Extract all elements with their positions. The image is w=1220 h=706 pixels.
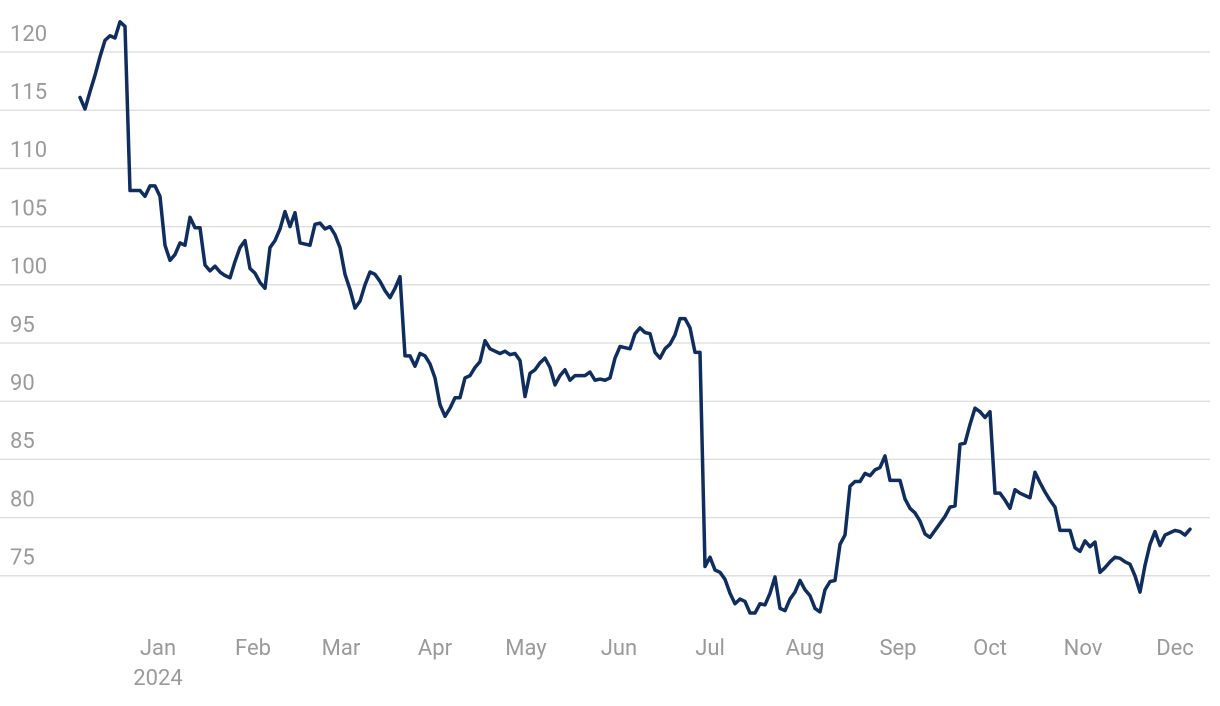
x-tick-label: Nov	[1064, 636, 1103, 661]
y-tick-label: 80	[10, 487, 35, 512]
x-tick-label: Jan	[140, 636, 176, 661]
x-tick-label: Oct	[973, 636, 1007, 661]
x-tick-label: Feb	[235, 636, 271, 661]
y-tick-label: 90	[10, 371, 35, 396]
price-line	[78, 20, 1192, 615]
x-tick-label: May	[505, 636, 547, 661]
x-tick-label: Mar	[322, 636, 361, 661]
x-tick-label: Sep	[879, 636, 916, 661]
y-tick-label: 95	[10, 313, 35, 338]
x-tick-label: Apr	[418, 636, 453, 661]
y-tick-label: 100	[10, 255, 47, 280]
x-tick-label: Aug	[786, 636, 825, 661]
x-tick-label: Jul	[695, 636, 725, 661]
y-tick-label: 75	[10, 546, 35, 571]
x-tick-label: Dec	[1156, 636, 1194, 661]
y-tick-label: 115	[10, 80, 47, 105]
y-tick-label: 85	[10, 429, 35, 454]
x-tick-label: Jun	[601, 636, 637, 661]
x-year-label: 2024	[133, 666, 182, 691]
y-tick-label: 110	[10, 138, 47, 163]
y-tick-label: 105	[10, 196, 47, 221]
y-tick-label: 120	[10, 22, 47, 47]
